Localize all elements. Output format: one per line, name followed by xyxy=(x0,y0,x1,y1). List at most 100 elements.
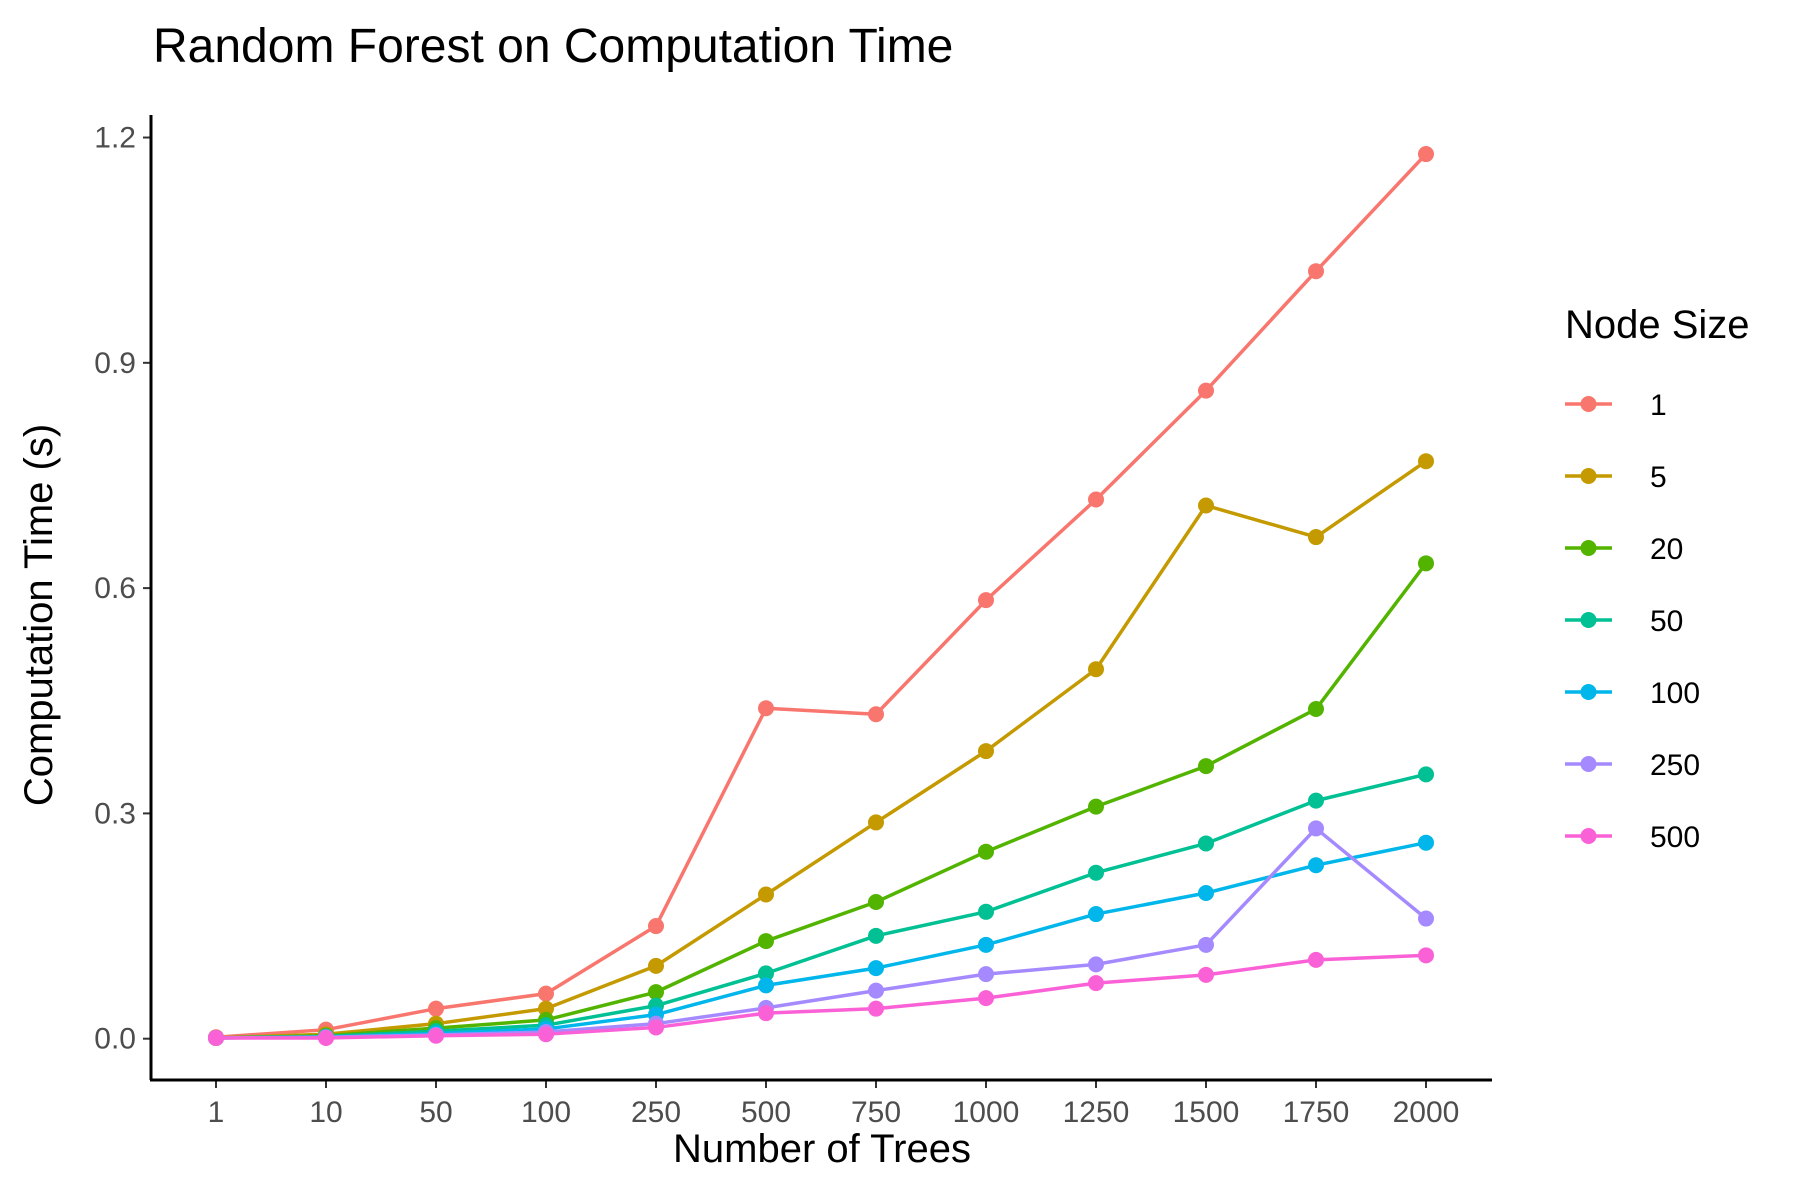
data-point-1-50 xyxy=(428,1000,444,1017)
series-line-20 xyxy=(214,561,1428,1040)
x-axis-title: Number of Trees xyxy=(673,1127,971,1171)
y-axis-title: Computation Time (s) xyxy=(17,424,61,806)
data-point-250-1500 xyxy=(1198,936,1214,953)
data-point-500-500 xyxy=(758,1005,774,1022)
y-tick-label: 1.2 xyxy=(94,122,136,155)
series-line-1 xyxy=(214,152,1428,1039)
series-500 xyxy=(208,947,1434,1046)
legend-label: 500 xyxy=(1650,821,1700,854)
data-point-500-1500 xyxy=(1198,966,1214,983)
data-point-20-750 xyxy=(868,894,884,911)
x-tick-label: 10 xyxy=(309,1096,342,1129)
series-line-500 xyxy=(214,953,1428,1040)
legend-key-point xyxy=(1580,684,1597,700)
legend-item-50: 50 xyxy=(1565,605,1683,638)
data-point-500-1750 xyxy=(1308,951,1324,968)
data-point-20-1250 xyxy=(1088,798,1104,815)
data-point-20-1500 xyxy=(1198,758,1214,775)
data-point-20-1000 xyxy=(978,843,994,860)
data-point-500-1000 xyxy=(978,990,994,1007)
data-point-5-500 xyxy=(758,886,774,903)
y-tick-label: 0.6 xyxy=(94,572,136,605)
data-point-5-1500 xyxy=(1198,497,1214,514)
legend-key-point xyxy=(1580,612,1597,628)
legend-item-500: 500 xyxy=(1565,821,1700,854)
data-point-1-1000 xyxy=(978,592,994,609)
legend-label: 100 xyxy=(1650,677,1700,710)
data-point-500-100 xyxy=(538,1026,554,1043)
data-point-20-1750 xyxy=(1308,701,1324,718)
legend-key-point xyxy=(1580,756,1597,772)
legend: Node Size 1 5 20 50 100 250 500 xyxy=(1565,303,1750,854)
data-point-100-1000 xyxy=(978,936,994,953)
x-tick-label: 1 xyxy=(208,1096,225,1129)
data-point-100-1250 xyxy=(1088,906,1104,923)
legend-key-point xyxy=(1580,540,1597,556)
legend-item-250: 250 xyxy=(1565,749,1700,782)
data-point-500-50 xyxy=(428,1027,444,1044)
legend-item-1: 1 xyxy=(1565,389,1667,422)
legend-item-100: 100 xyxy=(1565,677,1700,710)
data-point-500-750 xyxy=(868,1000,884,1017)
x-tick-label: 250 xyxy=(631,1096,681,1129)
data-point-250-1250 xyxy=(1088,956,1104,973)
data-point-5-1000 xyxy=(978,743,994,760)
data-point-5-750 xyxy=(868,814,884,831)
series-20 xyxy=(208,555,1434,1046)
series-line-50 xyxy=(214,772,1428,1040)
x-axis-ticks: 1 10 50 100 250 500 750 1000 1250 1500 1750 2000 xyxy=(208,1080,1460,1129)
data-point-1-750 xyxy=(868,706,884,723)
data-point-5-2000 xyxy=(1418,453,1434,470)
series-100 xyxy=(208,834,1434,1046)
data-point-100-500 xyxy=(758,977,774,994)
data-point-1-1250 xyxy=(1088,491,1104,508)
legend-key-point xyxy=(1580,828,1597,844)
data-point-100-1500 xyxy=(1198,885,1214,902)
x-tick-label: 1500 xyxy=(1173,1096,1240,1129)
data-point-50-1750 xyxy=(1308,792,1324,809)
legend-key-point xyxy=(1580,468,1597,484)
legend-label: 50 xyxy=(1650,605,1683,638)
legend-item-20: 20 xyxy=(1565,533,1683,566)
series-1 xyxy=(208,146,1434,1046)
data-point-250-750 xyxy=(868,982,884,999)
data-point-20-2000 xyxy=(1418,555,1434,572)
data-point-100-1750 xyxy=(1308,857,1324,874)
y-tick-label: 0.9 xyxy=(94,347,136,380)
data-point-250-1000 xyxy=(978,966,994,983)
data-point-50-2000 xyxy=(1418,766,1434,783)
data-point-50-1250 xyxy=(1088,864,1104,881)
y-axis-ticks: 0.0 0.3 0.6 0.9 1.2 xyxy=(94,122,151,1056)
x-tick-label: 500 xyxy=(741,1096,791,1129)
data-point-500-2000 xyxy=(1418,947,1434,964)
series-50 xyxy=(208,766,1434,1046)
legend-title: Node Size xyxy=(1565,303,1750,347)
data-point-5-250 xyxy=(648,957,664,974)
data-point-500-1250 xyxy=(1088,975,1104,992)
data-point-1-2000 xyxy=(1418,146,1434,163)
x-tick-label: 2000 xyxy=(1393,1096,1460,1129)
data-point-50-1500 xyxy=(1198,835,1214,852)
x-tick-label: 750 xyxy=(851,1096,901,1129)
x-tick-label: 50 xyxy=(419,1096,452,1129)
legend-label: 20 xyxy=(1650,533,1683,566)
x-tick-label: 1000 xyxy=(953,1096,1020,1129)
legend-items: 1 5 20 50 100 250 500 xyxy=(1565,389,1700,854)
x-tick-label: 100 xyxy=(521,1096,571,1129)
data-point-500-1 xyxy=(208,1029,224,1046)
legend-label: 5 xyxy=(1650,461,1667,494)
legend-key-point xyxy=(1580,396,1597,412)
data-point-1-1750 xyxy=(1308,263,1324,280)
legend-label: 1 xyxy=(1650,389,1667,422)
data-point-5-1250 xyxy=(1088,661,1104,678)
data-point-1-500 xyxy=(758,700,774,717)
data-point-1-100 xyxy=(538,985,554,1002)
data-point-100-750 xyxy=(868,960,884,977)
data-point-500-10 xyxy=(318,1029,334,1046)
y-tick-label: 0.0 xyxy=(94,1023,136,1056)
series-5 xyxy=(208,453,1434,1046)
data-point-20-500 xyxy=(758,933,774,950)
chart-title: Random Forest on Computation Time xyxy=(153,20,953,73)
data-point-50-750 xyxy=(868,927,884,944)
